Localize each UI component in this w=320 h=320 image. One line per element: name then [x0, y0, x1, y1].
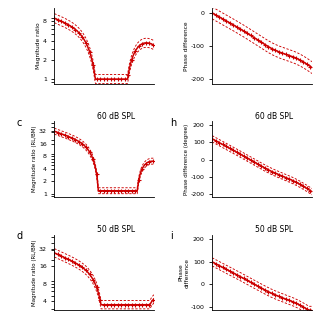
Y-axis label: Magnitude ratio (RL/BM): Magnitude ratio (RL/BM) — [32, 239, 37, 306]
Y-axis label: Phase
difference: Phase difference — [179, 258, 189, 288]
Title: 50 dB SPL: 50 dB SPL — [97, 225, 135, 234]
Title: 60 dB SPL: 60 dB SPL — [97, 112, 135, 121]
Title: 50 dB SPL: 50 dB SPL — [255, 225, 293, 234]
Text: d: d — [16, 231, 23, 241]
Text: c: c — [16, 118, 22, 128]
Text: i: i — [170, 231, 173, 241]
Y-axis label: Phase difference (degree): Phase difference (degree) — [184, 124, 189, 195]
Title: 60 dB SPL: 60 dB SPL — [255, 112, 293, 121]
Y-axis label: Phase difference: Phase difference — [184, 21, 189, 71]
Y-axis label: Magnitude ratio (RL/BM): Magnitude ratio (RL/BM) — [32, 126, 37, 192]
Text: h: h — [170, 118, 176, 128]
Y-axis label: Magnitude ratio: Magnitude ratio — [36, 22, 41, 69]
